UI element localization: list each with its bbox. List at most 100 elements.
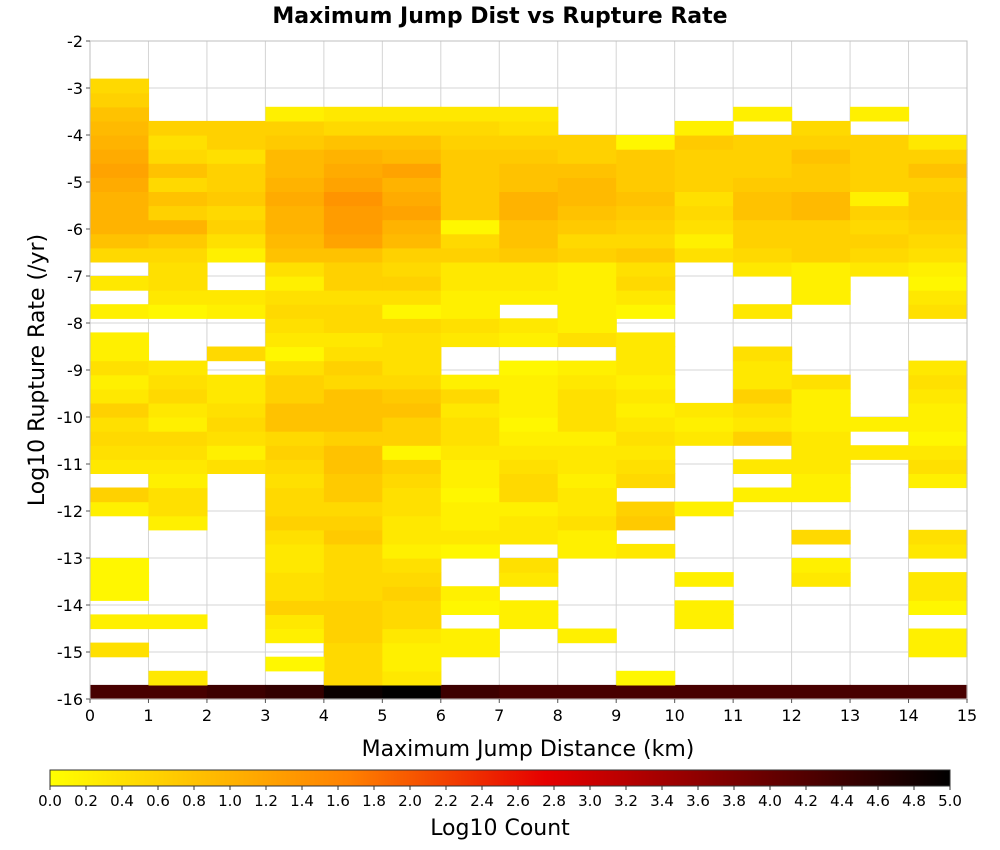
heatmap-cell <box>382 261 442 277</box>
colorbar-tick-label: 3.8 <box>722 792 746 810</box>
heatmap-cell <box>557 515 617 531</box>
heatmap-cell <box>265 120 325 136</box>
heatmap-cell <box>499 445 559 460</box>
heatmap-cell <box>908 459 968 474</box>
heatmap-cell <box>382 487 442 503</box>
heatmap-cell <box>382 529 442 545</box>
heatmap-cell <box>908 586 968 601</box>
heatmap-cell <box>323 529 383 545</box>
heatmap-cell <box>499 177 559 192</box>
heatmap-cell <box>90 501 150 517</box>
heatmap-cell <box>323 247 383 263</box>
heatmap-cell <box>440 586 500 601</box>
heatmap-cell <box>265 106 325 122</box>
heatmap-cell <box>499 149 559 164</box>
heatmap-cell <box>908 177 968 192</box>
heatmap-cell <box>265 529 325 545</box>
heatmap-cell <box>382 614 442 630</box>
heatmap-cell <box>323 219 383 235</box>
heatmap-cell <box>323 163 383 178</box>
heatmap-cell <box>148 614 208 630</box>
x-axis-label: Maximum Jump Distance (km) <box>362 737 695 762</box>
heatmap-cell <box>382 135 442 150</box>
heatmap-cell <box>440 205 500 221</box>
heatmap-cell <box>499 487 559 503</box>
heatmap-cell <box>323 558 383 573</box>
x-tick-label: 10 <box>664 706 684 725</box>
x-tick-label: 2 <box>202 706 212 725</box>
heatmap-cell <box>733 346 793 362</box>
heatmap-cell <box>265 431 325 446</box>
heatmap-cell <box>382 459 442 474</box>
colorbar-tick-label: 2.8 <box>542 792 566 810</box>
heatmap-cell <box>557 163 617 178</box>
heatmap-cell <box>323 417 383 432</box>
heatmap-cell <box>323 233 383 249</box>
heatmap-cell <box>499 529 559 545</box>
heatmap-cell <box>265 205 325 221</box>
heatmap-cell <box>382 233 442 249</box>
heatmap-cell <box>733 163 793 178</box>
heatmap-cell <box>265 360 325 376</box>
heatmap-cell <box>265 586 325 601</box>
heatmap-cell <box>791 473 851 489</box>
heatmap-cell <box>733 388 793 404</box>
colorbar-tick-label: 0.2 <box>74 792 98 810</box>
heatmap-cell <box>616 205 676 221</box>
heatmap-cell <box>674 417 734 432</box>
heatmap-cell <box>382 360 442 376</box>
heatmap-cell <box>382 388 442 404</box>
heatmap-cell <box>440 628 500 644</box>
heatmap-cell <box>616 374 676 390</box>
heatmap-cell <box>265 501 325 517</box>
heatmap-cell <box>90 163 150 178</box>
y-tick-label: -9 <box>67 361 83 380</box>
heatmap-cell <box>499 614 559 630</box>
heatmap-cell <box>323 543 383 559</box>
heatmap-cell <box>382 191 442 207</box>
heatmap-cell <box>616 360 676 376</box>
heatmap-cell <box>791 572 851 587</box>
heatmap-cell <box>382 586 442 601</box>
heatmap-cell <box>791 276 851 291</box>
heatmap-cell <box>90 205 150 221</box>
colorbar-tick-label: 1.2 <box>254 792 278 810</box>
heatmap-cell <box>850 417 910 432</box>
heatmap-cell <box>90 233 150 249</box>
heatmap-cell <box>148 473 208 489</box>
heatmap-cell <box>90 684 150 700</box>
heatmap-cell <box>148 402 208 418</box>
heatmap-cell <box>557 543 617 559</box>
heatmap-cell <box>908 163 968 178</box>
heatmap-cell <box>148 205 208 221</box>
heatmap-cell <box>323 120 383 136</box>
heatmap-cell <box>90 374 150 390</box>
heatmap-cell <box>499 360 559 376</box>
heatmap-cell <box>557 431 617 446</box>
y-axis-ticks: -2 -3 -4 -5 -6 -7 -8 -9 -10 -11 -12 -13 -14 -15 -16 <box>57 32 90 709</box>
heatmap-cell <box>440 374 500 390</box>
heatmap-cell <box>323 670 383 686</box>
heatmap-cell <box>499 219 559 235</box>
heatmap-cell <box>323 276 383 291</box>
colorbar-tick-label: 2.6 <box>506 792 530 810</box>
heatmap-cell <box>557 402 617 418</box>
colorbar-tick-label: 4.0 <box>758 792 782 810</box>
chart-title: Maximum Jump Dist vs Rupture Rate <box>272 4 727 29</box>
heatmap-cell <box>908 290 968 305</box>
heatmap-cell <box>90 304 150 319</box>
heatmap-cell <box>265 149 325 164</box>
heatmap-cell <box>265 600 325 615</box>
heatmap-cell <box>850 445 910 460</box>
heatmap-cell <box>557 247 617 263</box>
heatmap-cell <box>674 191 734 207</box>
heatmap-cell <box>265 346 325 362</box>
heatmap-cell <box>674 572 734 587</box>
heatmap-cell <box>382 656 442 672</box>
colorbar-tick-label: 1.8 <box>362 792 386 810</box>
heatmap-cell <box>265 191 325 207</box>
heatmap-cell <box>616 445 676 460</box>
heatmap-cell <box>499 515 559 531</box>
heatmap-cell <box>616 670 676 686</box>
heatmap-cell <box>908 642 968 658</box>
